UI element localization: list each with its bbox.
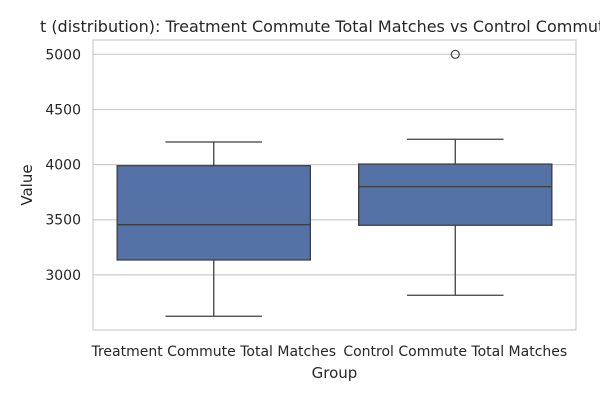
y-tick-label: 3500 [45,213,81,229]
boxes [116,49,553,317]
y-tick-label: 3000 [45,268,81,284]
x-tick-label: Control Commute Total Matches [343,344,567,360]
box-group [357,49,553,296]
plot-frame [92,39,577,331]
x-axis-label: Group [312,364,358,382]
box-group [116,141,311,317]
x-tick-labels: Treatment Commute Total Matches Control C… [90,344,567,360]
chart-title: t (distribution): Treatment Commute Tota… [40,17,600,36]
y-axis-label: Value [18,164,36,205]
y-tick-label: 4500 [45,102,81,118]
y-tick-label: 5000 [45,47,81,63]
y-tick-labels: 3000 3500 4000 4500 5000 [45,47,81,284]
box-iqr [357,163,553,226]
y-tick-label: 4000 [45,158,81,174]
box-iqr [116,165,311,261]
x-tick-label: Treatment Commute Total Matches [90,344,336,360]
outlier-point [450,49,460,59]
